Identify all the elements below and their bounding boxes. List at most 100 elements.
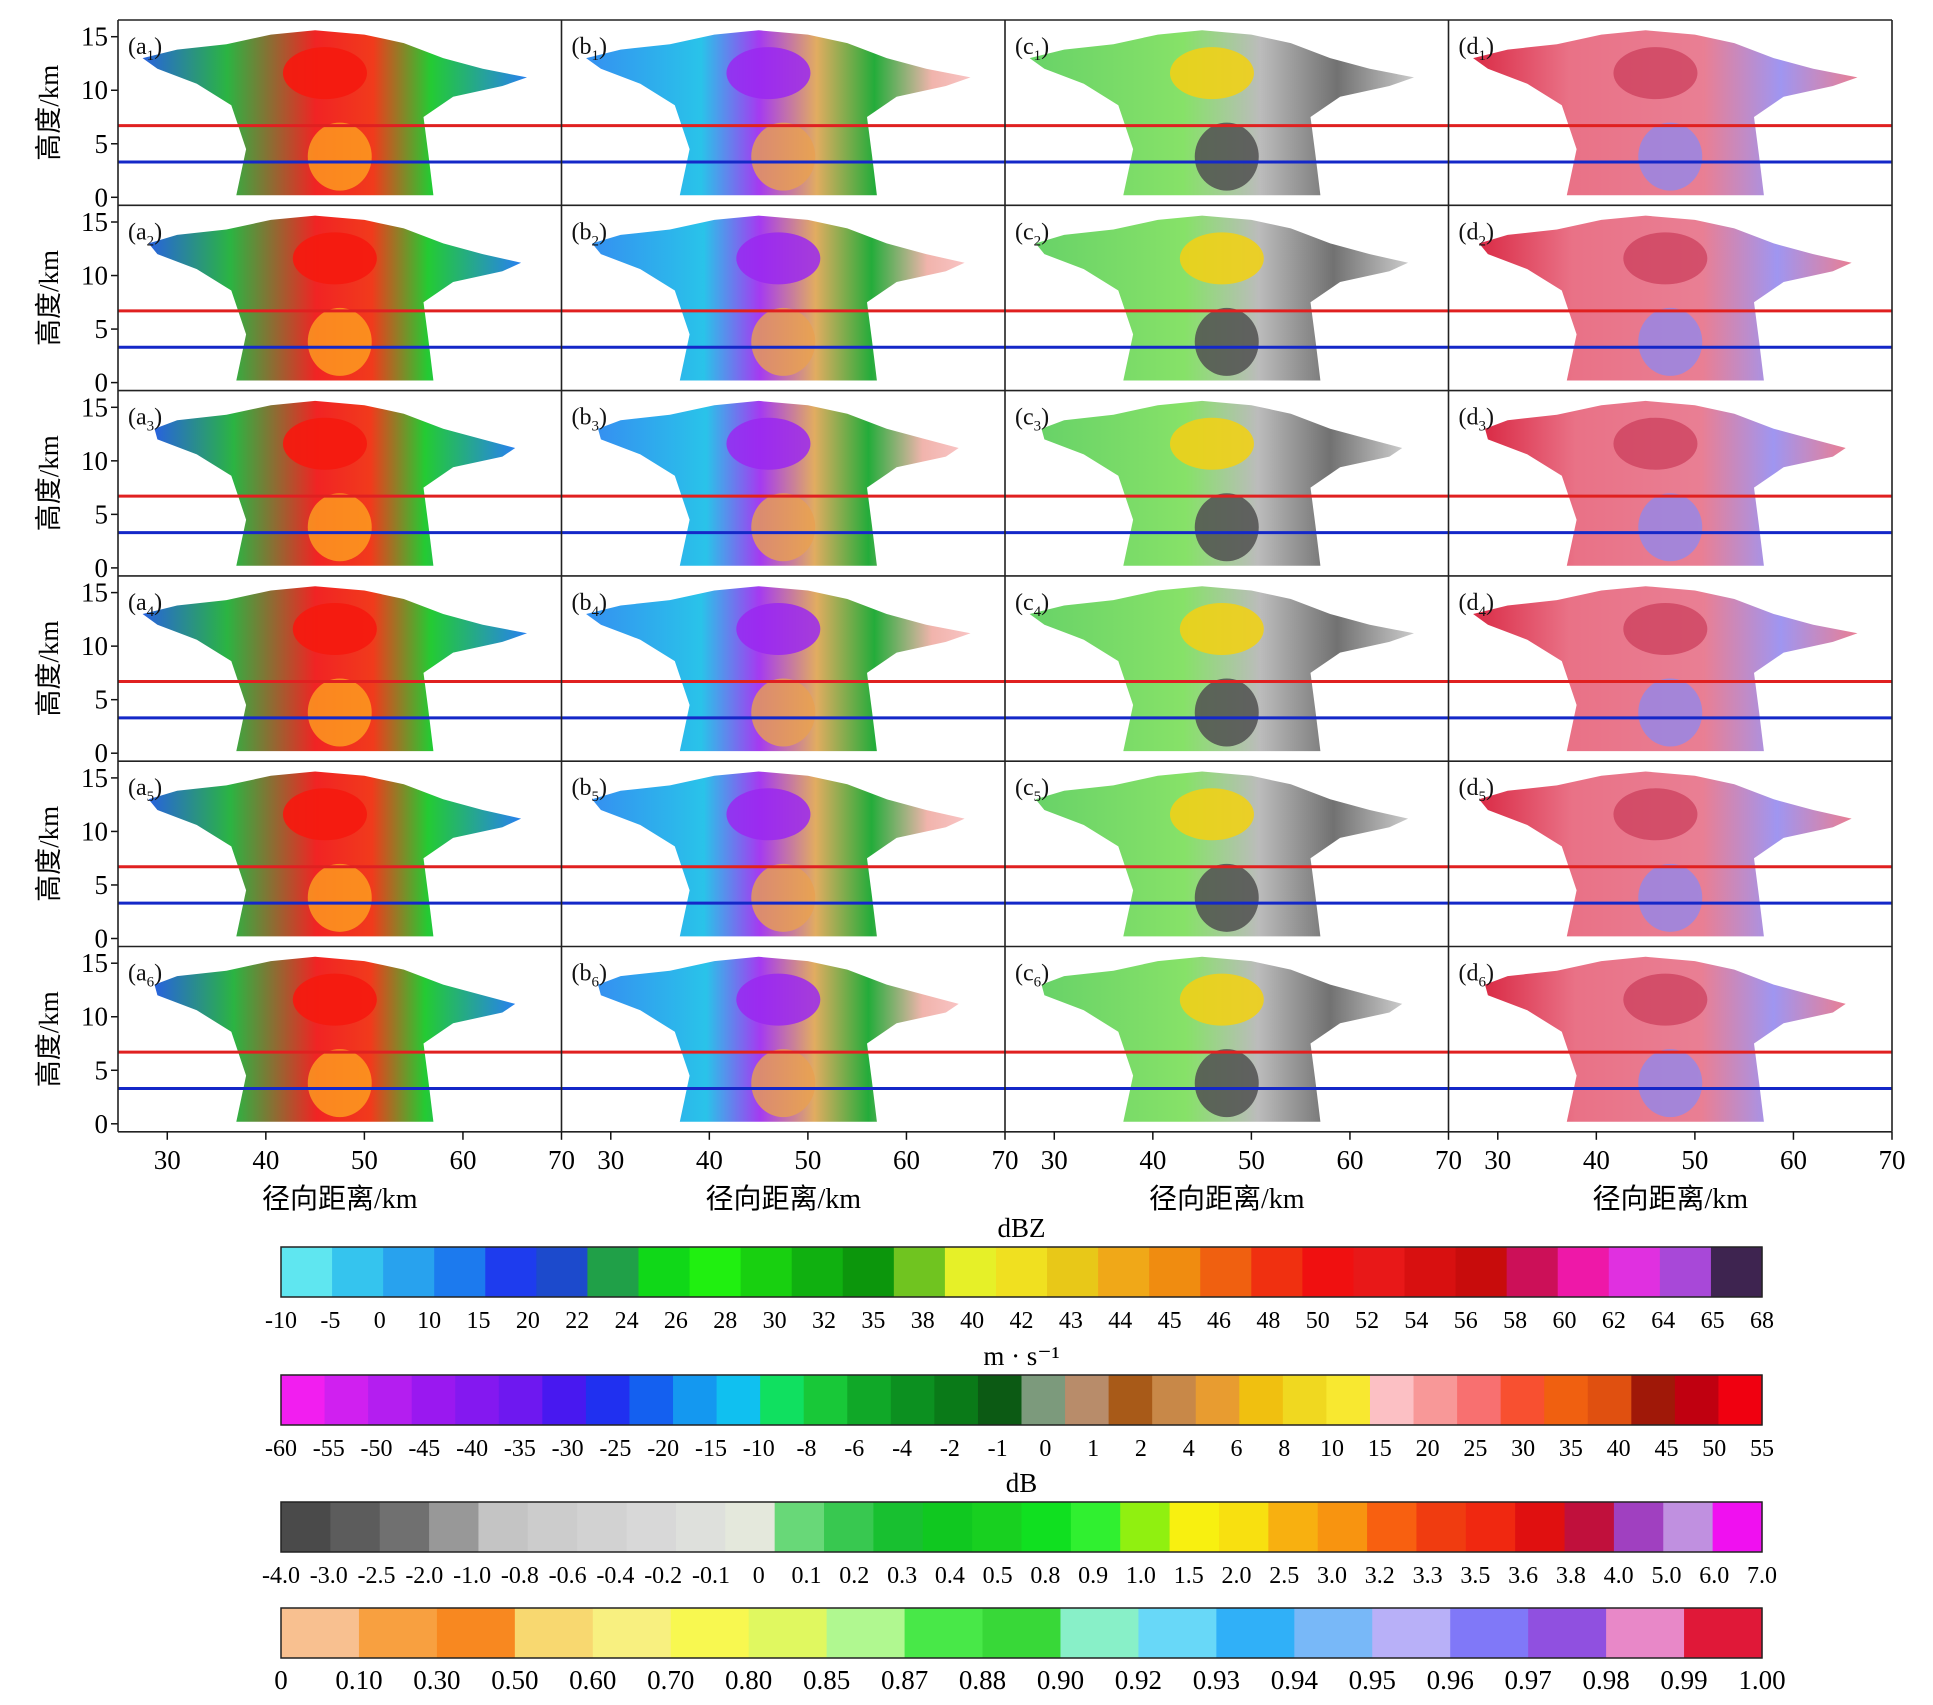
colorbar-swatch — [332, 1247, 384, 1297]
y-tick-label: 15 — [81, 763, 108, 793]
x-tick-label: 60 — [1336, 1145, 1363, 1175]
colorbar-swatch — [922, 1502, 973, 1552]
echo-core-upper — [1623, 603, 1708, 656]
echo-core-lower — [307, 1049, 372, 1118]
y-axis-label: 高度/km — [34, 65, 64, 161]
y-tick-label: 15 — [81, 948, 108, 978]
colorbar-unit-label: dBZ — [997, 1213, 1045, 1243]
x-tick-label: 50 — [1681, 1145, 1708, 1175]
echo-core-lower — [1194, 1049, 1259, 1118]
colorbar-tick-label: 0 — [274, 1665, 288, 1695]
x-tick-label: 30 — [1041, 1145, 1068, 1175]
colorbar-swatch — [774, 1502, 825, 1552]
colorbar-tick-label: 50 — [1702, 1436, 1726, 1462]
colorbar-swatch — [1663, 1502, 1714, 1552]
colorbar-swatch — [1564, 1502, 1615, 1552]
colorbar-tick-label: 0.8 — [1030, 1563, 1060, 1589]
colorbar-swatch — [982, 1608, 1062, 1658]
echo-core-lower — [1194, 678, 1259, 747]
panel-b6: (b6) — [561, 956, 1005, 1122]
colorbar-swatch — [1302, 1247, 1355, 1297]
colorbar-tick-label: -50 — [361, 1436, 393, 1462]
echo-core-lower — [1638, 122, 1703, 191]
y-axis-label: 高度/km — [34, 621, 64, 717]
colorbar-tick-label: 3.2 — [1365, 1563, 1395, 1589]
y-tick-label: 15 — [81, 392, 108, 422]
colorbar-unit-label: dB — [1006, 1468, 1038, 1498]
colorbar-swatch — [592, 1608, 672, 1658]
y-axis-label: 高度/km — [34, 250, 64, 346]
colorbar-swatch — [379, 1502, 430, 1552]
colorbar-swatch — [485, 1247, 537, 1297]
colorbar-swatch — [1712, 1502, 1763, 1552]
colorbar-tick-label: -1 — [988, 1436, 1008, 1462]
echo-core-upper — [1179, 232, 1264, 285]
x-tick-label: 40 — [696, 1145, 723, 1175]
colorbar-swatch — [1098, 1247, 1150, 1297]
echo-core-lower — [1194, 122, 1259, 191]
colorbar-swatch — [824, 1502, 874, 1552]
colorbar-swatch — [1239, 1375, 1284, 1425]
colorbar-swatch — [281, 1608, 360, 1658]
echo-region — [586, 586, 971, 752]
echo-core-lower — [1638, 863, 1703, 932]
y-tick-label: 5 — [95, 1055, 109, 1085]
colorbar-swatch — [436, 1608, 516, 1658]
panel-label: (a2) — [128, 219, 162, 249]
colorbar-tick-label: -25 — [599, 1436, 631, 1462]
y-tick-label: 0 — [95, 553, 109, 583]
colorbar-tick-label: -45 — [408, 1436, 440, 1462]
colorbar-swatch — [1120, 1502, 1171, 1552]
colorbar-swatch — [1369, 1375, 1415, 1425]
colorbar-tick-label: 45 — [1158, 1308, 1182, 1334]
colorbar-swatch — [1606, 1608, 1685, 1658]
colorbar-tick-label: 1.00 — [1738, 1665, 1785, 1695]
panel-label: (b4) — [572, 590, 608, 620]
colorbar-tick-label: 8 — [1278, 1436, 1290, 1462]
colorbar-swatch — [1500, 1375, 1545, 1425]
panel-d2: (d2) — [1448, 215, 1892, 381]
echo-region — [1485, 400, 1846, 566]
colorbar-swatch — [716, 1375, 761, 1425]
colorbar-swatch — [1294, 1608, 1373, 1658]
colorbar-tick-label: 42 — [1010, 1308, 1034, 1334]
y-axis-label: 高度/km — [34, 806, 64, 902]
colorbar-tick-label: 56 — [1454, 1308, 1478, 1334]
panel-a6: (a6) — [118, 956, 562, 1122]
panel-c5: (c5) — [1005, 771, 1449, 937]
colorbar-tick-label: 0.98 — [1582, 1665, 1629, 1695]
x-tick-label: 70 — [1879, 1145, 1906, 1175]
echo-region — [1473, 30, 1858, 196]
colorbar-swatch — [826, 1608, 906, 1658]
colorbar-swatch — [1149, 1247, 1201, 1297]
y-tick-label: 10 — [81, 75, 108, 105]
panel-c2: (c2) — [1005, 215, 1449, 381]
y-tick-label: 0 — [95, 182, 109, 212]
colorbar-correlation-coefficient: 0 0.10 0.30 0.50 0.60 0.70 0.80 0.85 0.87 0.88 0.9… — [274, 1607, 1786, 1695]
colorbar-swatch — [803, 1375, 848, 1425]
colorbar-tick-label: -2.0 — [405, 1563, 443, 1589]
x-axis-label: 径向距离/km — [1149, 1183, 1305, 1215]
colorbar-tick-label: 0.30 — [413, 1665, 460, 1695]
colorbar-tick-label: 3.5 — [1460, 1563, 1490, 1589]
colorbar-tick-label: 0.85 — [803, 1665, 850, 1695]
colorbar-tick-label: 2 — [1135, 1436, 1147, 1462]
colorbar-swatch — [1200, 1247, 1252, 1297]
colorbar-swatch — [847, 1375, 892, 1425]
echo-core-lower — [307, 678, 372, 747]
panel-label: (a3) — [128, 405, 162, 435]
colorbar-tick-label: 0.50 — [491, 1665, 538, 1695]
panel-a1: (a1) — [118, 30, 562, 196]
colorbar-tick-label: 3.3 — [1413, 1563, 1443, 1589]
colorbar-tick-label: 0.90 — [1037, 1665, 1084, 1695]
colorbar-swatch — [587, 1247, 640, 1297]
colorbar-tick-label: 64 — [1651, 1308, 1675, 1334]
panel-label: (a4) — [128, 590, 162, 620]
colorbar-swatch — [429, 1502, 480, 1552]
colorbar-tick-label: 40 — [960, 1308, 984, 1334]
panel-b4: (b4) — [561, 586, 1005, 752]
y-tick-label: 15 — [81, 578, 108, 608]
echo-region — [1035, 215, 1409, 381]
panel-label: (c6) — [1015, 961, 1049, 991]
